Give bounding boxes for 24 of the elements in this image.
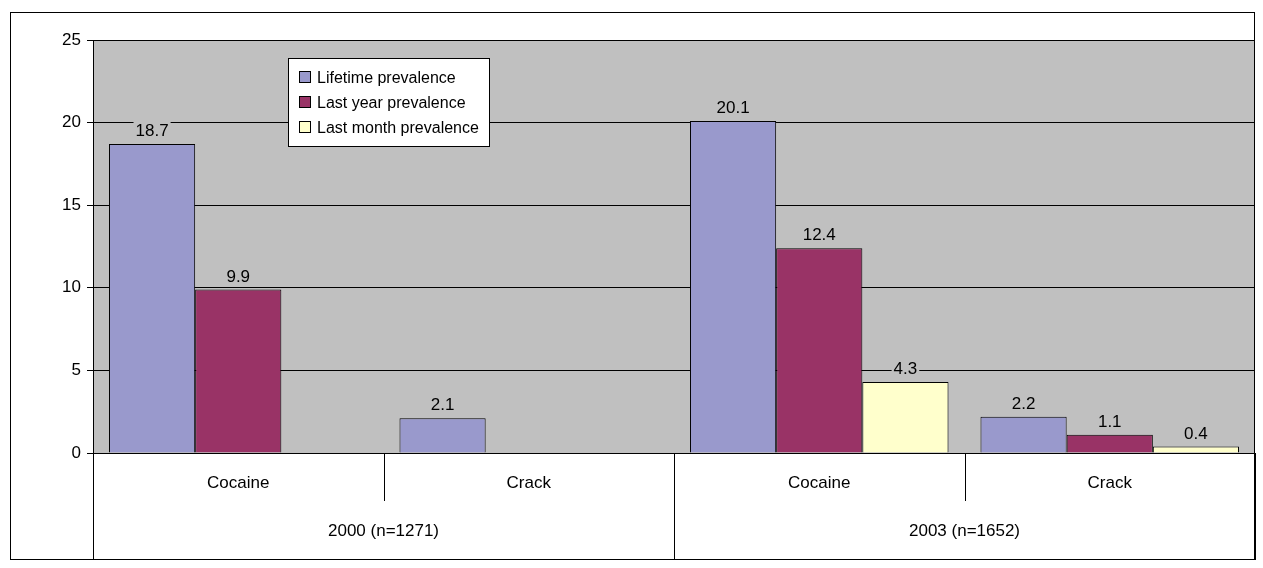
data-label: 2.1 bbox=[430, 395, 455, 415]
legend-label: Lifetime prevalence bbox=[316, 68, 457, 88]
legend-label: Last month prevalence bbox=[316, 118, 479, 138]
data-label: 18.7 bbox=[135, 121, 169, 141]
y-tick-label: 25 bbox=[62, 29, 81, 49]
y-tick-label: 20 bbox=[62, 112, 81, 132]
y-tick-label: 15 bbox=[62, 194, 81, 214]
data-label: 0.4 bbox=[1184, 423, 1208, 443]
legend-label: Last year prevalence bbox=[316, 93, 467, 113]
text: 2000 (n=1271) bbox=[327, 520, 440, 540]
y-tick-label: 0 bbox=[71, 442, 81, 462]
data-label: 20.1 bbox=[716, 98, 750, 118]
x-tick-label: Cocaine bbox=[207, 472, 270, 492]
x-tick-label: Crack bbox=[506, 472, 552, 492]
data-label: 4.3 bbox=[893, 359, 918, 379]
data-label: 2.2 bbox=[1011, 393, 1036, 413]
data-label: 1.1 bbox=[1097, 412, 1122, 432]
x-tick-label: Crack bbox=[1087, 472, 1133, 492]
y-tick-label: 5 bbox=[71, 360, 81, 380]
text: 2003 (n=1652) bbox=[908, 520, 1021, 540]
y-tick-label: 10 bbox=[62, 277, 81, 297]
x-tick-label: Cocaine bbox=[788, 472, 851, 492]
data-label: 12.4 bbox=[802, 225, 836, 245]
data-label: 9.9 bbox=[226, 266, 251, 286]
